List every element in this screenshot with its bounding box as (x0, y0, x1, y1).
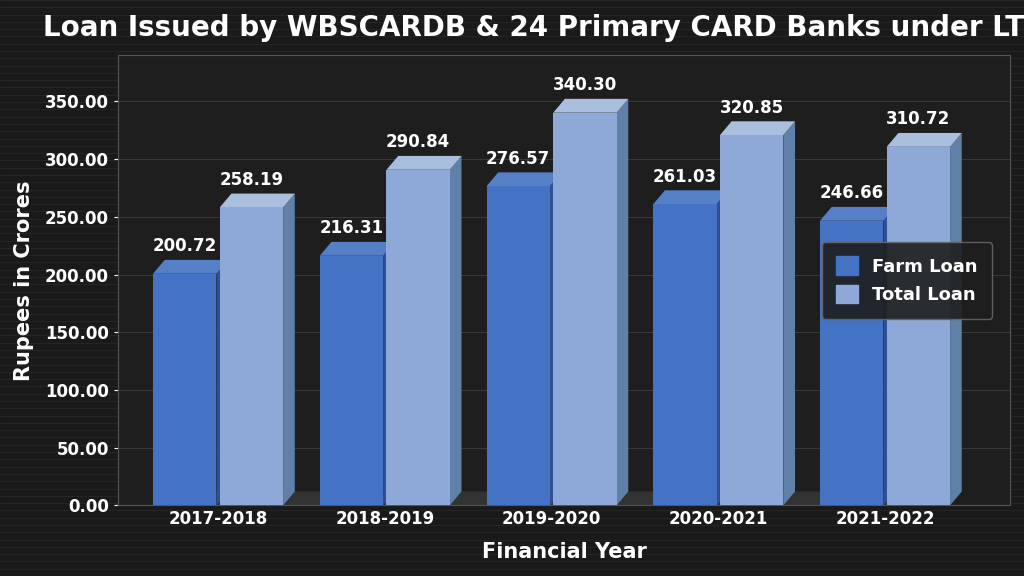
Polygon shape (153, 260, 228, 274)
Title: Loan Issued by WBSCARDB & 24 Primary CARD Banks under LTCCS: Loan Issued by WBSCARDB & 24 Primary CAR… (43, 14, 1024, 42)
Polygon shape (220, 194, 295, 207)
Text: 320.85: 320.85 (720, 98, 783, 117)
X-axis label: Financial Year: Financial Year (481, 542, 646, 562)
Polygon shape (783, 122, 795, 505)
Bar (653, 204, 717, 505)
Polygon shape (319, 242, 395, 256)
Polygon shape (887, 133, 962, 147)
Text: 310.72: 310.72 (887, 111, 950, 128)
Polygon shape (283, 194, 295, 505)
Polygon shape (820, 207, 895, 221)
Polygon shape (216, 260, 228, 505)
Polygon shape (653, 190, 728, 204)
Legend: Farm Loan, Total Loan: Farm Loan, Total Loan (821, 242, 992, 319)
Text: 200.72: 200.72 (153, 237, 217, 255)
Polygon shape (553, 99, 629, 113)
Text: 246.66: 246.66 (819, 184, 884, 202)
Polygon shape (717, 190, 728, 505)
Polygon shape (383, 242, 395, 505)
Polygon shape (450, 156, 462, 505)
Bar (486, 186, 550, 505)
Bar (720, 135, 783, 505)
Text: 216.31: 216.31 (319, 219, 384, 237)
Polygon shape (616, 99, 629, 505)
Y-axis label: Rupees in Crores: Rupees in Crores (14, 180, 34, 381)
Polygon shape (486, 172, 561, 186)
Polygon shape (950, 133, 962, 505)
Text: 258.19: 258.19 (219, 171, 284, 189)
Polygon shape (153, 491, 962, 505)
Polygon shape (720, 122, 795, 135)
Bar (386, 170, 450, 505)
Bar (553, 113, 616, 505)
Polygon shape (386, 156, 462, 170)
Text: 290.84: 290.84 (386, 133, 451, 151)
Bar (820, 221, 884, 505)
Text: 261.03: 261.03 (653, 168, 717, 185)
Bar (220, 207, 283, 505)
Polygon shape (550, 172, 561, 505)
Polygon shape (884, 207, 895, 505)
Bar (887, 147, 950, 505)
Bar (153, 274, 216, 505)
Text: 276.57: 276.57 (486, 150, 550, 168)
Bar (319, 256, 383, 505)
Text: 340.30: 340.30 (553, 76, 617, 94)
